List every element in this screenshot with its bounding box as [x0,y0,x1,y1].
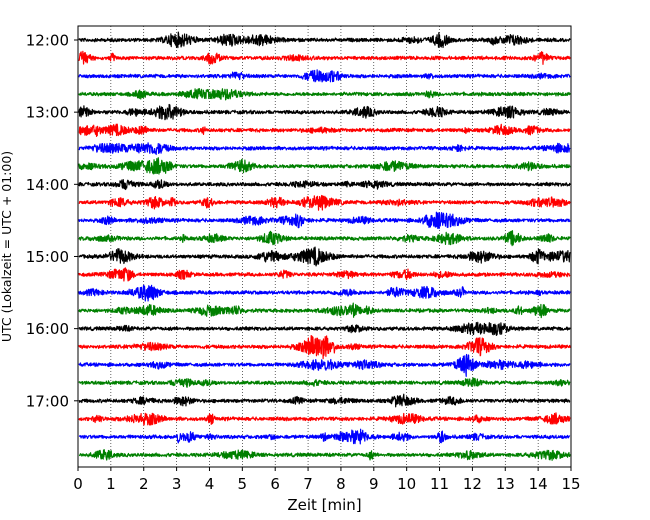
x-tick-label: 8 [336,475,346,493]
trace-1430 [78,211,571,230]
y-tick-label: 16:00 [26,320,69,338]
x-tick-label: 10 [397,475,416,493]
trace-1415 [78,194,571,211]
trace-1330 [78,142,571,156]
y-axis-ticks: 12:00 13:00 14:00 15:00 16:00 17:00 [26,32,78,410]
plot-frame [77,25,572,468]
x-tick-label: 14 [529,475,548,493]
x-tick-label: 4 [205,475,215,493]
trace-1230 [78,69,571,83]
x-tick-label: 5 [238,475,248,493]
trace-1245 [78,88,571,101]
trace-1515 [78,267,571,282]
trace-1615 [78,335,571,360]
x-tick-label: 2 [139,475,149,493]
trace-1715 [78,412,571,426]
trace-1745 [78,449,571,461]
x-tick-label: 9 [369,475,379,493]
y-tick-label: 17:00 [26,392,69,410]
trace-1600 [78,321,571,336]
x-tick-label: 7 [303,475,313,493]
trace-1645 [78,377,571,388]
y-tick-label: 12:00 [26,32,69,50]
x-tick-label: 11 [430,475,449,493]
x-tick-label: 12 [463,475,482,493]
trace-1500 [78,246,571,267]
trace-1630 [78,353,571,377]
x-tick-label: 13 [496,475,515,493]
y-tick-label: 14:00 [26,176,69,194]
trace-1300 [78,103,571,121]
trace-1200 [78,31,571,49]
x-tick-label: 3 [172,475,182,493]
seismic-traces [78,31,571,461]
trace-1700 [78,393,571,408]
x-tick-label: 1 [106,475,116,493]
trace-1545 [78,302,571,319]
trace-1215 [78,50,571,65]
x-tick-label: 15 [561,475,580,493]
y-tick-label: 15:00 [26,248,69,266]
trace-1315 [78,123,571,138]
y-axis-label: UTC (Lokalzeit = UTC + 01:00) [0,151,14,342]
trace-1445 [78,230,571,247]
x-tick-label: 6 [270,475,280,493]
trace-1530 [78,284,571,302]
x-axis-label: Zeit [min] [287,496,361,514]
y-tick-label: 13:00 [26,104,69,122]
x-tick-label: 0 [73,475,83,493]
trace-1345 [78,157,571,175]
trace-1400 [78,178,571,191]
trace-1730 [78,428,571,445]
x-axis-ticks: 0 1 2 3 4 5 6 7 8 9 10 11 12 13 14 15 [73,467,581,493]
